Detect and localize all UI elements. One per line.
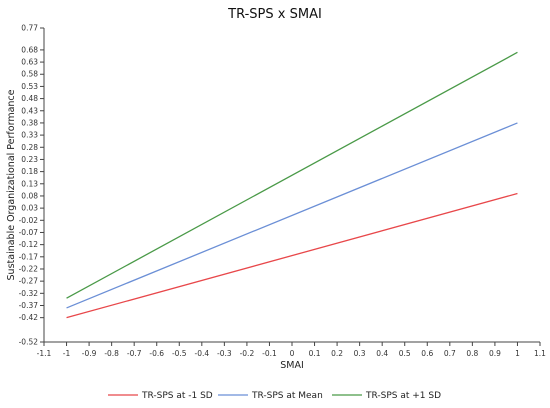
x-tick-label: 0.5 — [399, 349, 411, 358]
chart-title: TR-SPS x SMAI — [227, 7, 322, 22]
x-tick-label: 1.1 — [534, 349, 546, 358]
x-tick-label: 0.7 — [444, 349, 456, 358]
x-tick-label: 0.8 — [466, 349, 478, 358]
x-tick-label: -0.3 — [217, 349, 232, 358]
x-tick-label: -0.7 — [127, 349, 142, 358]
x-tick-label: -1.1 — [37, 349, 52, 358]
y-tick-label: -0.37 — [19, 301, 39, 310]
y-tick-label: 0.33 — [21, 131, 38, 140]
legend-label: TR-SPS at Mean — [251, 391, 323, 401]
y-tick-label: -0.22 — [19, 264, 39, 273]
y-tick-label: 0.48 — [21, 94, 38, 103]
y-tick-label: 0.03 — [21, 204, 38, 213]
y-tick-label: 0.68 — [21, 45, 38, 54]
x-axis-title: SMAI — [280, 360, 304, 371]
x-tick-label: -0.9 — [82, 349, 97, 358]
x-tick-label: 1 — [515, 349, 520, 358]
x-tick-label: 0 — [290, 349, 295, 358]
x-tick-label: -0.1 — [262, 349, 277, 358]
legend: TR-SPS at -1 SD TR-SPS at Mean TR-SPS at +… — [108, 391, 441, 401]
x-tick-label: 0.1 — [309, 349, 321, 358]
x-tick-label: -0.6 — [149, 349, 164, 358]
y-tick-label: 0.08 — [21, 191, 38, 200]
x-tick-label: 0.9 — [489, 349, 501, 358]
x-tick-label: -0.4 — [194, 349, 209, 358]
x-tick-label: 0.4 — [376, 349, 388, 358]
y-tick-label: -0.07 — [19, 228, 39, 237]
legend-label: TR-SPS at +1 SD — [365, 391, 441, 401]
y-tick-label: 0.63 — [21, 58, 38, 67]
y-tick-label: 0.43 — [21, 106, 38, 115]
legend-label: TR-SPS at -1 SD — [141, 391, 213, 401]
x-tick-label: -0.8 — [104, 349, 119, 358]
y-tick-label: -0.12 — [19, 240, 39, 249]
y-tick-label: -0.42 — [19, 313, 39, 322]
y-tick-label: 0.53 — [21, 82, 38, 91]
series-lines — [66, 51, 518, 319]
x-tick-label: 0.2 — [331, 349, 343, 358]
y-tick-label: 0.23 — [21, 155, 38, 164]
y-tick-label: -0.27 — [19, 277, 39, 286]
series-line — [66, 192, 518, 319]
x-axis-ticks: -1.1 -1 -0.9 -0.8 -0.7 -0.6 -0.5 -0.4 -0.3 -0.2 -0… — [37, 342, 546, 358]
y-tick-label: -0.32 — [19, 289, 39, 298]
x-tick-label: -0.2 — [240, 349, 255, 358]
y-tick-label: -0.02 — [19, 216, 39, 225]
y-tick-label: 0.58 — [21, 70, 38, 79]
series-line — [66, 51, 518, 299]
series-line — [66, 122, 518, 309]
y-tick-label: 0.77 — [21, 24, 38, 33]
y-tick-label: -0.52 — [19, 338, 39, 347]
y-tick-label: 0.28 — [21, 143, 38, 152]
x-tick-label: 0.6 — [421, 349, 433, 358]
y-tick-label: 0.18 — [21, 167, 38, 176]
x-tick-label: 0.3 — [354, 349, 366, 358]
y-axis-title: Sustainable Organizational Performance — [6, 89, 17, 280]
y-tick-label: 0.38 — [21, 118, 38, 127]
y-tick-label: -0.17 — [19, 252, 39, 261]
x-tick-label: -0.5 — [172, 349, 187, 358]
y-axis-ticks: 0.77 0.68 0.63 0.58 0.53 0.48 0.43 0.38 0.33 0.28… — [19, 24, 44, 347]
x-tick-label: -1 — [63, 349, 71, 358]
y-tick-label: 0.13 — [21, 179, 38, 188]
